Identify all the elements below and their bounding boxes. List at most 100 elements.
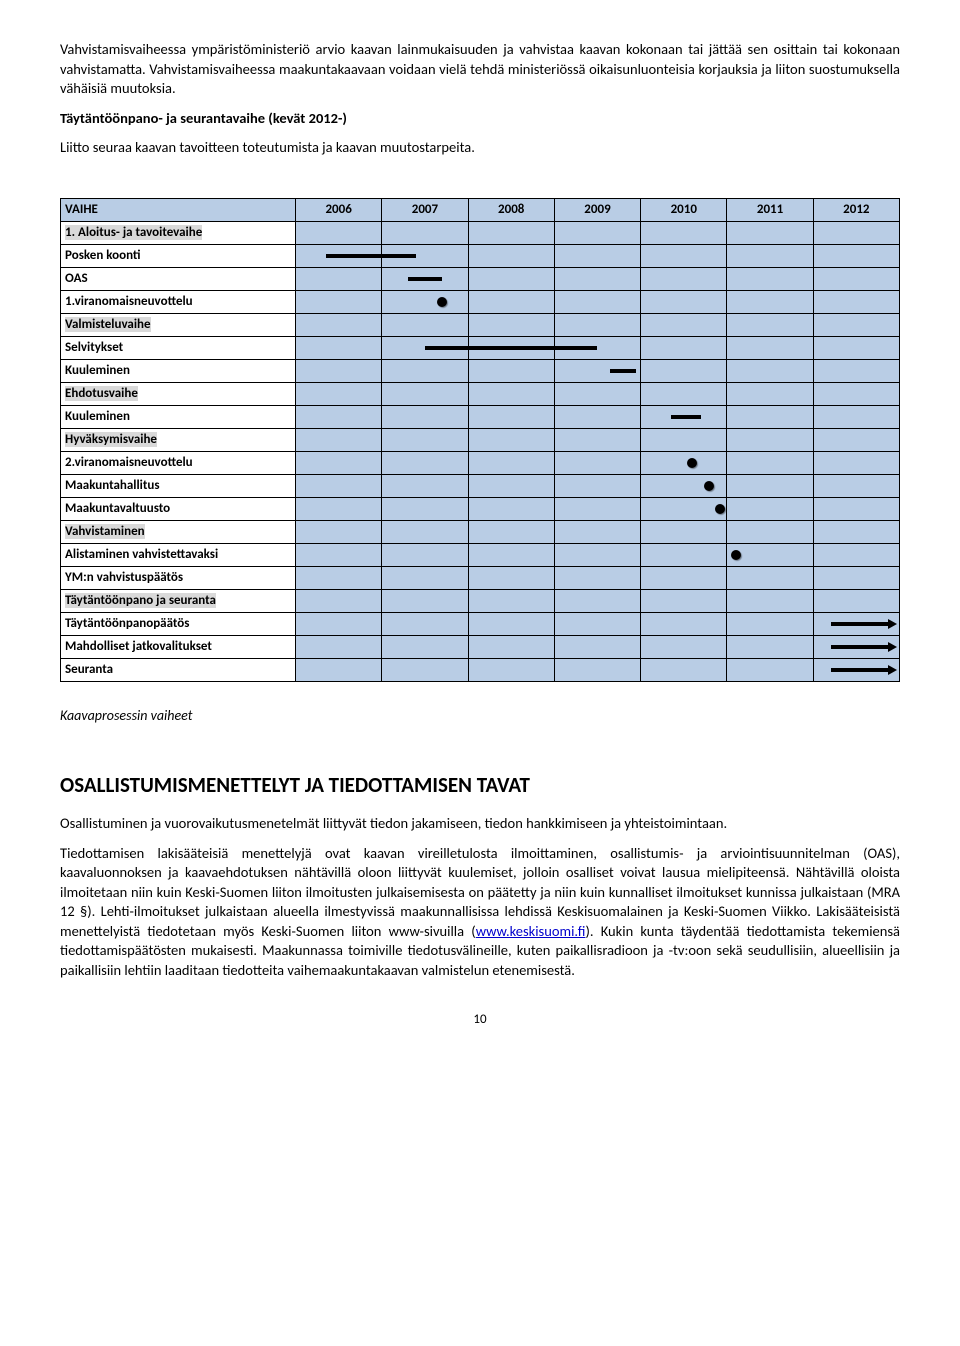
gantt-cell	[727, 336, 813, 359]
milestone-dot	[704, 481, 714, 491]
row-label: Alistaminen vahvistettavaksi	[61, 543, 296, 566]
gantt-cell	[468, 244, 554, 267]
gantt-cell	[813, 267, 899, 290]
table-row: Hyväksymisvaihe	[61, 428, 900, 451]
col-header-year: 2010	[641, 198, 727, 221]
row-label: Täytäntöönpanopäätös	[61, 612, 296, 635]
row-label: Selvitykset	[61, 336, 296, 359]
row-label: YM:n vahvistuspäätös	[61, 566, 296, 589]
gantt-cell	[727, 566, 813, 589]
gantt-cell	[813, 589, 899, 612]
gantt-cell	[382, 474, 468, 497]
gantt-cell	[727, 221, 813, 244]
gantt-cell	[554, 520, 640, 543]
gantt-cell	[382, 359, 468, 382]
row-label: Valmisteluvaihe	[61, 313, 296, 336]
gantt-cell	[641, 474, 727, 497]
table-row: 1.viranomaisneuvottelu	[61, 290, 900, 313]
gantt-cell	[296, 451, 382, 474]
gantt-cell	[554, 336, 640, 359]
gantt-cell	[554, 267, 640, 290]
gantt-cell	[382, 566, 468, 589]
gantt-cell	[382, 589, 468, 612]
gantt-cell	[813, 658, 899, 681]
gantt-cell	[468, 658, 554, 681]
gantt-cell	[641, 520, 727, 543]
gantt-cell	[468, 267, 554, 290]
gantt-cell	[296, 497, 382, 520]
gantt-cell	[468, 497, 554, 520]
gantt-cell	[554, 359, 640, 382]
gantt-cell	[382, 520, 468, 543]
gantt-cell	[813, 221, 899, 244]
gantt-cell	[641, 566, 727, 589]
milestone-dot	[687, 458, 697, 468]
gantt-cell	[727, 635, 813, 658]
gantt-cell	[296, 290, 382, 313]
gantt-cell	[554, 428, 640, 451]
gantt-cell	[296, 474, 382, 497]
table-row: Vahvistaminen	[61, 520, 900, 543]
gantt-cell	[468, 405, 554, 428]
row-label: 2.viranomaisneuvottelu	[61, 451, 296, 474]
gantt-cell	[296, 221, 382, 244]
col-header-year: 2007	[382, 198, 468, 221]
gantt-cell	[554, 221, 640, 244]
gantt-cell	[813, 520, 899, 543]
gantt-cell	[727, 290, 813, 313]
gantt-cell	[727, 520, 813, 543]
table-row: YM:n vahvistuspäätös	[61, 566, 900, 589]
table-row: Täytäntöönpano ja seuranta	[61, 589, 900, 612]
gantt-cell	[727, 428, 813, 451]
gantt-cell	[641, 359, 727, 382]
gantt-cell	[641, 290, 727, 313]
gantt-cell	[382, 451, 468, 474]
gantt-cell	[813, 566, 899, 589]
gantt-cell	[382, 382, 468, 405]
gantt-cell	[813, 313, 899, 336]
arrow-icon	[888, 619, 897, 629]
row-label: Ehdotusvaihe	[61, 382, 296, 405]
row-label: Kuuleminen	[61, 405, 296, 428]
gantt-cell	[468, 336, 554, 359]
milestone-dot	[731, 550, 741, 560]
gantt-cell	[296, 267, 382, 290]
gantt-cell	[554, 658, 640, 681]
gantt-cell	[641, 658, 727, 681]
gantt-cell	[641, 336, 727, 359]
gantt-cell	[468, 566, 554, 589]
gantt-cell	[382, 405, 468, 428]
gantt-cell	[641, 589, 727, 612]
gantt-cell	[813, 244, 899, 267]
gantt-cell	[468, 359, 554, 382]
gantt-cell	[468, 313, 554, 336]
gantt-cell	[641, 221, 727, 244]
gantt-cell	[813, 336, 899, 359]
gantt-cell	[382, 635, 468, 658]
gantt-cell	[382, 267, 468, 290]
gantt-cell	[468, 589, 554, 612]
gantt-cell	[296, 612, 382, 635]
gantt-cell	[554, 497, 640, 520]
gantt-cell	[641, 612, 727, 635]
col-header-year: 2006	[296, 198, 382, 221]
website-link[interactable]: www.keskisuomi.fi	[476, 922, 586, 940]
row-label: Seuranta	[61, 658, 296, 681]
col-header-phase: VAIHE	[61, 198, 296, 221]
gantt-cell	[296, 336, 382, 359]
gantt-cell	[727, 313, 813, 336]
table-row: Posken koonti	[61, 244, 900, 267]
arrow-icon	[888, 665, 897, 675]
row-label: Vahvistaminen	[61, 520, 296, 543]
gantt-cell	[727, 359, 813, 382]
gantt-cell	[813, 382, 899, 405]
gantt-cell	[554, 290, 640, 313]
gantt-cell	[296, 359, 382, 382]
gantt-cell	[554, 612, 640, 635]
table-row: Maakuntahallitus	[61, 474, 900, 497]
table-row: Kuuleminen	[61, 359, 900, 382]
table-row: 2.viranomaisneuvottelu	[61, 451, 900, 474]
gantt-cell	[813, 359, 899, 382]
col-header-year: 2008	[468, 198, 554, 221]
gantt-cell	[468, 428, 554, 451]
